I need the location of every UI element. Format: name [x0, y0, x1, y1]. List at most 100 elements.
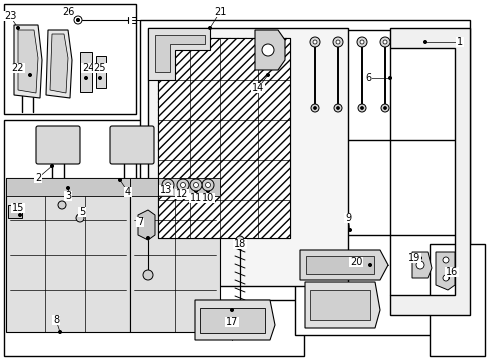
Bar: [305, 256, 373, 274]
Text: 9: 9: [344, 213, 350, 223]
Text: 8: 8: [53, 315, 59, 325]
Bar: [4, 120, 304, 356]
Circle shape: [266, 73, 269, 77]
Circle shape: [193, 183, 198, 188]
Circle shape: [380, 104, 388, 112]
Text: 7: 7: [137, 217, 143, 227]
Bar: [148, 28, 347, 286]
Circle shape: [333, 104, 341, 112]
Polygon shape: [80, 52, 92, 92]
Polygon shape: [50, 34, 68, 93]
Circle shape: [66, 186, 69, 189]
Bar: [140, 20, 469, 300]
Circle shape: [356, 37, 366, 47]
Text: 13: 13: [160, 185, 172, 195]
Circle shape: [59, 330, 61, 333]
Circle shape: [98, 77, 102, 80]
Text: 14: 14: [251, 83, 264, 93]
Polygon shape: [305, 282, 379, 328]
Circle shape: [332, 37, 342, 47]
Text: 12: 12: [176, 189, 188, 199]
Circle shape: [84, 77, 87, 80]
Circle shape: [359, 40, 363, 44]
Circle shape: [312, 40, 316, 44]
Circle shape: [368, 264, 371, 266]
FancyBboxPatch shape: [36, 126, 80, 164]
Text: 20: 20: [349, 257, 362, 267]
Circle shape: [180, 183, 185, 188]
Text: 19: 19: [407, 253, 419, 263]
Text: 1: 1: [456, 37, 462, 47]
Circle shape: [379, 37, 389, 47]
Polygon shape: [8, 205, 22, 218]
Circle shape: [310, 104, 318, 112]
Circle shape: [208, 27, 211, 30]
Circle shape: [190, 179, 202, 191]
Circle shape: [76, 214, 84, 222]
Polygon shape: [435, 252, 454, 290]
Polygon shape: [46, 30, 72, 98]
Circle shape: [74, 16, 82, 24]
Polygon shape: [299, 250, 387, 280]
Polygon shape: [195, 300, 274, 340]
Circle shape: [202, 179, 214, 191]
Text: 2: 2: [35, 173, 41, 183]
Circle shape: [360, 107, 363, 109]
Text: 10: 10: [202, 193, 214, 203]
Circle shape: [415, 261, 423, 269]
Polygon shape: [38, 128, 78, 162]
Circle shape: [28, 73, 31, 77]
Circle shape: [336, 107, 339, 109]
Circle shape: [165, 183, 170, 188]
Circle shape: [309, 37, 319, 47]
Circle shape: [50, 165, 53, 167]
Circle shape: [313, 107, 316, 109]
Circle shape: [142, 270, 153, 280]
Bar: [4, 4, 136, 114]
Polygon shape: [411, 252, 431, 278]
Bar: [429, 244, 484, 356]
Polygon shape: [254, 30, 285, 70]
Text: 16: 16: [445, 267, 457, 277]
Polygon shape: [138, 210, 155, 240]
Circle shape: [146, 237, 149, 239]
Circle shape: [166, 189, 169, 193]
Circle shape: [446, 276, 448, 279]
Text: 6: 6: [364, 73, 370, 83]
Circle shape: [382, 40, 386, 44]
Bar: [294, 235, 464, 335]
Bar: [294, 30, 464, 140]
Circle shape: [418, 256, 421, 260]
Circle shape: [383, 107, 386, 109]
Circle shape: [348, 229, 351, 231]
Circle shape: [76, 216, 80, 220]
Bar: [6, 178, 130, 196]
Circle shape: [76, 18, 80, 22]
Circle shape: [118, 179, 121, 181]
Text: 4: 4: [124, 187, 131, 197]
Polygon shape: [155, 35, 204, 72]
Circle shape: [181, 189, 184, 193]
Bar: [158, 38, 289, 238]
Text: 25: 25: [94, 63, 106, 73]
Circle shape: [442, 275, 448, 281]
Polygon shape: [96, 56, 106, 88]
Bar: [309, 290, 369, 320]
Circle shape: [194, 189, 197, 193]
Circle shape: [17, 27, 20, 30]
Circle shape: [262, 44, 273, 56]
Circle shape: [206, 189, 209, 193]
Circle shape: [442, 257, 448, 263]
Circle shape: [423, 40, 426, 44]
Text: 5: 5: [79, 207, 85, 217]
Bar: [130, 178, 220, 196]
Polygon shape: [14, 25, 42, 98]
Text: 11: 11: [189, 193, 202, 203]
Polygon shape: [6, 178, 130, 332]
Circle shape: [19, 213, 21, 216]
Circle shape: [205, 183, 210, 188]
Polygon shape: [18, 30, 38, 93]
Polygon shape: [130, 178, 220, 332]
Circle shape: [230, 309, 233, 311]
Circle shape: [177, 179, 189, 191]
